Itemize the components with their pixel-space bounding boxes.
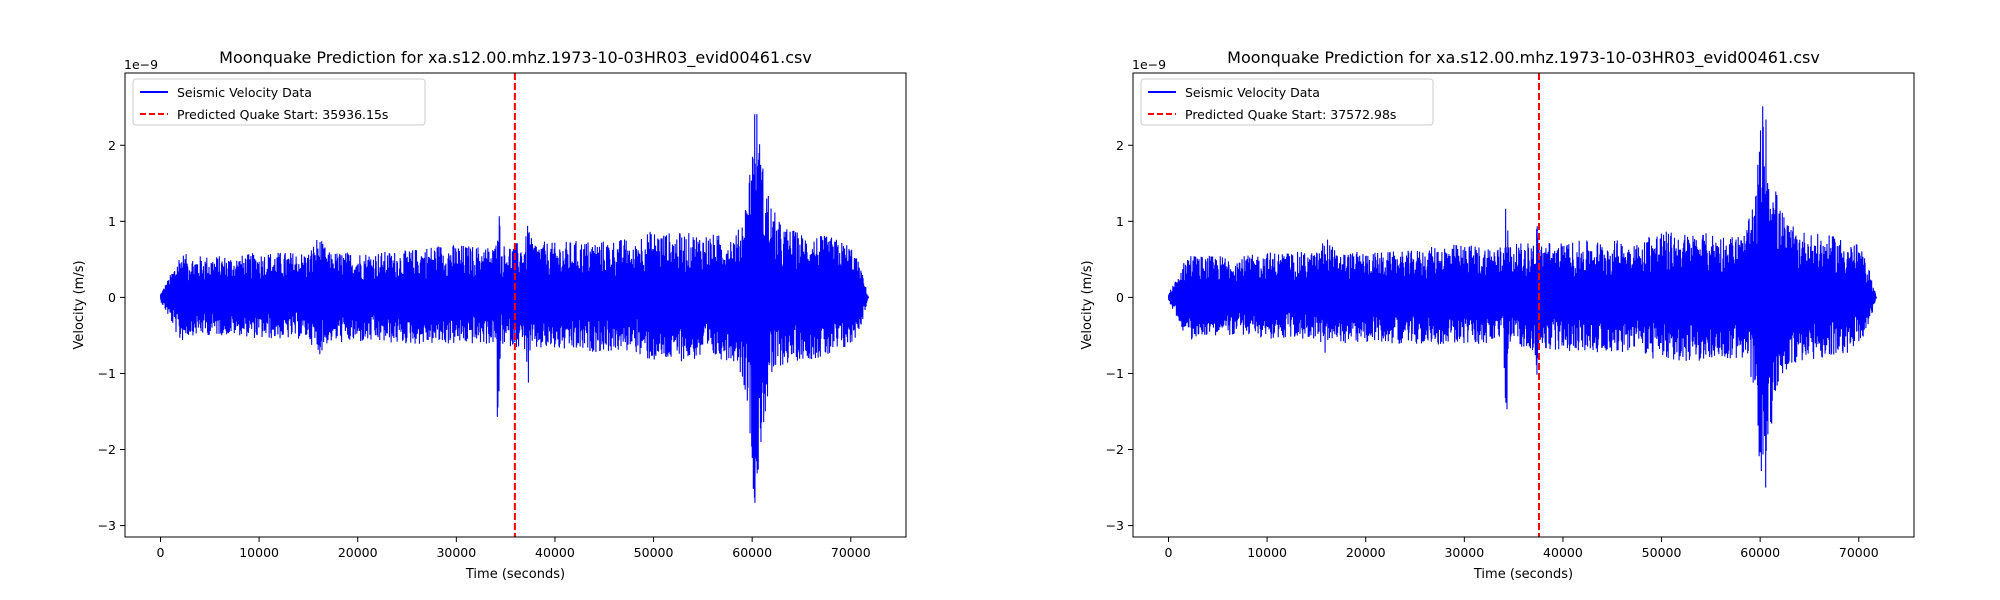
legend-box [132,78,426,126]
legend: Seismic Velocity Data Predicted Quake St… [132,78,426,126]
series-seismic-velocity-line [1167,106,1878,488]
x-tick-label: 60000 [1740,545,1780,560]
plot-area: 0 10000 20000 30000 40000 50000 60000 70000 −3 −2… [1106,72,1915,560]
y-offset-label: 1e−9 [1132,57,1166,72]
x-tick-label: 70000 [1839,545,1879,560]
y-tick-label: −3 [1106,518,1124,533]
x-tick-label: 20000 [338,545,378,560]
x-tick-label: 40000 [1543,545,1583,560]
x-tick-label: 50000 [634,545,674,560]
x-tick-label: 20000 [1346,545,1386,560]
chart-title: Moonquake Prediction for xa.s12.00.mhz.1… [219,48,812,68]
y-tick-label: 0 [1116,290,1124,305]
chart-title: Moonquake Prediction for xa.s12.00.mhz.1… [1227,48,1820,68]
x-tick-label: 70000 [831,545,871,560]
y-axis-label: Velocity (m/s) [72,260,87,349]
x-tick-label: 60000 [732,545,772,560]
y-tick-label: −2 [1106,442,1124,457]
x-tick-label: 40000 [535,545,575,560]
y-tick-label: −1 [98,366,116,381]
x-tick-label: 30000 [436,545,476,560]
y-tick-label: 2 [1116,138,1124,153]
x-tick-label: 10000 [239,545,279,560]
axes-frame [1132,72,1915,538]
y-tick-label: 2 [108,138,116,153]
y-tick-label: 1 [1116,214,1124,229]
legend-label-seismic-velocity: Seismic Velocity Data [1185,85,1320,100]
y-tick-label: 0 [108,290,116,305]
y-offset-label: 1e−9 [124,57,158,72]
legend: Seismic Velocity Data Predicted Quake St… [1140,78,1434,126]
x-tick-label: 0 [157,545,165,560]
legend-label-seismic-velocity: Seismic Velocity Data [177,85,312,100]
legend-label-predicted-start: Predicted Quake Start: 35936.15s [177,107,388,122]
x-tick-label: 30000 [1444,545,1484,560]
chart-right: Moonquake Prediction for xa.s12.00.mhz.1… [1080,48,1915,582]
y-tick-label: −3 [98,518,116,533]
x-tick-label: 0 [1165,545,1173,560]
x-axis-label: Time (seconds) [465,567,565,582]
y-tick-label: −1 [1106,366,1124,381]
y-tick-label: 1 [108,214,116,229]
y-axis-label: Velocity (m/s) [1080,260,1095,349]
axes-frame [124,72,907,538]
legend-label-predicted-start: Predicted Quake Start: 37572.98s [1185,107,1396,122]
x-axis-label: Time (seconds) [1473,567,1573,582]
x-tick-label: 10000 [1247,545,1287,560]
chart-left: Moonquake Prediction for xa.s12.00.mhz.1… [72,48,907,582]
legend-box [1140,78,1434,126]
x-tick-label: 50000 [1642,545,1682,560]
plot-area: 0 10000 20000 30000 40000 50000 60000 70000 −3 −2… [98,72,907,560]
y-tick-label: −2 [98,442,116,457]
